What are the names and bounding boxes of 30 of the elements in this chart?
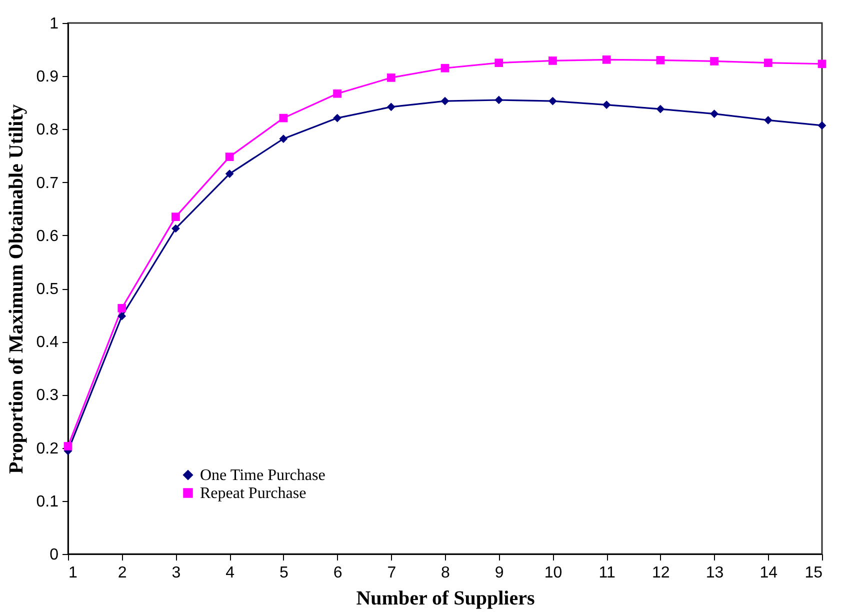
x-tick-label: 2 bbox=[118, 564, 127, 582]
legend-label: One Time Purchase bbox=[200, 467, 326, 484]
x-tick-label: 11 bbox=[598, 564, 616, 582]
y-axis-title: Proportion of Maximum Obtainable Utility bbox=[5, 104, 28, 474]
x-tick-label: 4 bbox=[226, 564, 235, 582]
x-tick-label: 15 bbox=[804, 564, 823, 582]
x-tick-label: 7 bbox=[387, 564, 396, 582]
y-tick-label: 0.6 bbox=[36, 228, 59, 245]
x-tick-label: 9 bbox=[494, 564, 504, 582]
x-tick-label: 3 bbox=[172, 564, 181, 582]
x-tick-label: 1 bbox=[68, 564, 78, 582]
y-tick-label: 0.7 bbox=[36, 174, 59, 192]
y-tick-label: 1 bbox=[50, 16, 59, 32]
y-tick-label: 0.9 bbox=[36, 68, 59, 86]
y-tick-label: 0.1 bbox=[36, 493, 59, 510]
y-tick-label: 0.5 bbox=[36, 281, 59, 298]
x-axis-title: Number of Suppliers bbox=[356, 588, 535, 610]
y-tick-label: 0.8 bbox=[36, 122, 59, 139]
y-tick-label: 0.4 bbox=[36, 334, 59, 352]
x-tick-label: 13 bbox=[706, 564, 724, 582]
x-tick-label: 5 bbox=[279, 564, 288, 582]
legend-label: Repeat Purchase bbox=[200, 485, 306, 502]
y-tick-label: 0 bbox=[50, 546, 59, 564]
x-tick-label: 14 bbox=[760, 564, 778, 582]
y-tick-label: 0.3 bbox=[36, 387, 59, 404]
x-tick-label: 8 bbox=[441, 564, 450, 582]
x-tick-label: 12 bbox=[652, 564, 670, 582]
x-tick-label: 6 bbox=[333, 564, 342, 582]
y-tick-label: 0.2 bbox=[36, 440, 59, 458]
x-tick-label: 10 bbox=[544, 564, 562, 582]
